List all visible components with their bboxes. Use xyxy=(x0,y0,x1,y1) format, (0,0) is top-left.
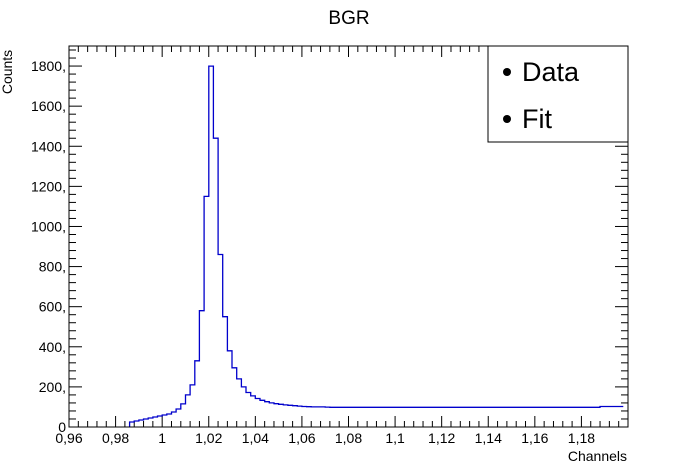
x-tick-label: 1,12 xyxy=(428,430,455,446)
x-tick-label: 1,1 xyxy=(385,430,405,446)
y-tick-label: 400, xyxy=(39,339,66,355)
legend-label-fit: Fit xyxy=(522,104,552,134)
y-tick-label: 800, xyxy=(39,259,66,275)
x-tick-label: 1,04 xyxy=(242,430,269,446)
y-axis-label: Counts xyxy=(0,50,15,94)
x-tick-label: 1,16 xyxy=(521,430,548,446)
x-tick-label: 1,14 xyxy=(475,430,502,446)
y-tick-label: 1400, xyxy=(31,138,66,154)
tick-labels: 0,96 0,98 1 1,02 1,04 1,06 1,08 1,1 1,12 1,14 1,16… xyxy=(31,58,595,446)
y-tick-label: 600, xyxy=(39,299,66,315)
y-tick-label: 200, xyxy=(39,379,66,395)
y-tick-label: 1000, xyxy=(31,218,66,234)
x-axis-label: Channels xyxy=(568,448,627,464)
x-tick-label: 1,06 xyxy=(288,430,315,446)
y-tick-label: 1200, xyxy=(31,178,66,194)
legend-box: Data Fit xyxy=(487,45,629,143)
x-tick-label: 1,02 xyxy=(195,430,222,446)
x-tick-label: 0,98 xyxy=(102,430,129,446)
legend-label-data: Data xyxy=(522,57,580,87)
chart-title: BGR xyxy=(328,8,369,29)
data-histogram-line xyxy=(128,65,624,427)
legend-marker-fit xyxy=(503,115,511,123)
x-tick-label: 1,18 xyxy=(568,430,595,446)
y-tick-label: 1800, xyxy=(31,58,66,74)
legend-marker-data xyxy=(503,68,511,76)
plot-frame xyxy=(68,45,629,428)
y-tick-label: 1600, xyxy=(31,98,66,114)
x-tick-label: 1 xyxy=(158,430,166,446)
x-tick-label: 1,08 xyxy=(335,430,362,446)
y-tick-label: 0 xyxy=(58,419,66,435)
legend-frame xyxy=(487,45,629,143)
x-tick-label: 0,96 xyxy=(55,430,82,446)
